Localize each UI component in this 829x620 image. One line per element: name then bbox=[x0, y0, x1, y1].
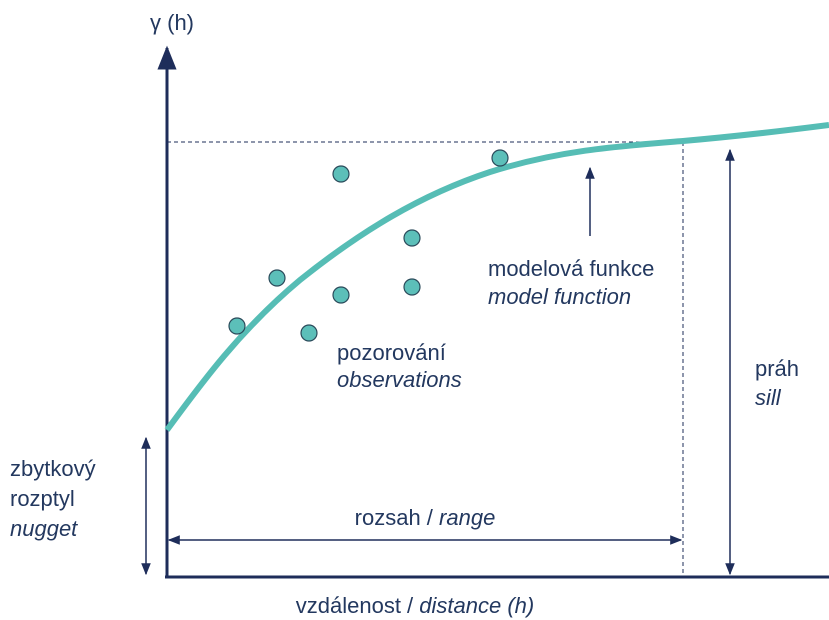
x-axis-label: vzdálenost / distance (h) bbox=[296, 593, 534, 618]
observation bbox=[332, 286, 350, 304]
x-label-cz: vzdálenost / bbox=[296, 593, 414, 618]
range-label: rozsah / range bbox=[355, 505, 496, 530]
model-curve bbox=[164, 122, 829, 432]
nugget-label-en: nugget bbox=[10, 516, 78, 541]
y-axis-label: γ (h) bbox=[150, 10, 194, 35]
observation bbox=[228, 317, 246, 335]
obs-label-en: observations bbox=[337, 367, 462, 392]
range-label-en: range bbox=[439, 505, 495, 530]
sill-label-cz: práh bbox=[755, 356, 799, 381]
nugget-label-cz-1: zbytkový bbox=[10, 456, 96, 481]
observation bbox=[403, 278, 421, 296]
sill-label-en: sill bbox=[755, 385, 782, 410]
model-label-en: model function bbox=[488, 284, 631, 309]
observation bbox=[268, 269, 286, 287]
nugget-label-cz-2: rozptyl bbox=[10, 486, 75, 511]
observation bbox=[403, 229, 421, 247]
observation bbox=[491, 149, 509, 167]
observation bbox=[332, 165, 350, 183]
model-label-cz: modelová funkce bbox=[488, 256, 654, 281]
observation bbox=[300, 324, 318, 342]
range-label-cz: rozsah / bbox=[355, 505, 434, 530]
observation-points bbox=[228, 149, 509, 342]
obs-label-cz: pozorování bbox=[337, 340, 446, 365]
x-label-en: distance (h) bbox=[419, 593, 534, 618]
